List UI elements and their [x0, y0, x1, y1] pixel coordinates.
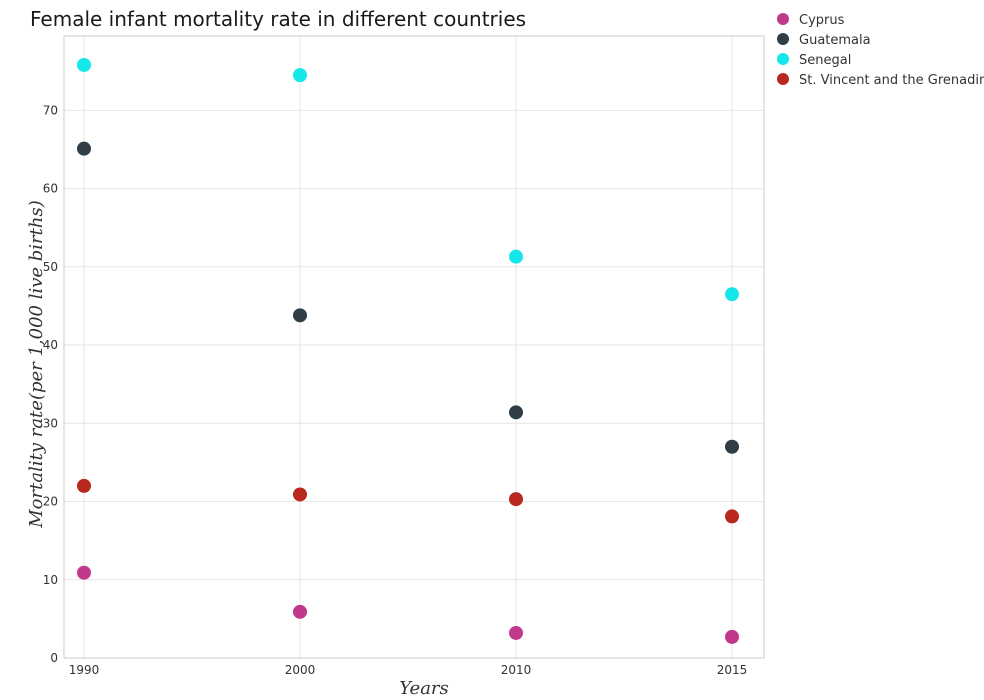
x-axis-title: Years: [399, 678, 449, 699]
y-tick-label: 70: [43, 103, 58, 117]
legend: Cyprus Guatemala Senegal St. Vincent and th…: [777, 13, 984, 88]
x-tick-label: 1990: [69, 663, 100, 677]
data-point-cyprus: [293, 604, 307, 619]
legend-label: Cyprus: [799, 13, 845, 28]
data-point-guatemala: [509, 405, 523, 420]
y-tick-labels: 0 10 20 30 40 50 60 70: [43, 103, 58, 665]
y-tick-label: 10: [43, 573, 58, 587]
chart-title: Female infant mortality rate in differen…: [30, 7, 526, 31]
y-tick-label: 30: [43, 416, 58, 430]
data-point-st-vincent-and-the-grenadines: [509, 492, 523, 507]
data-point-guatemala: [77, 141, 91, 156]
data-points: [77, 57, 739, 644]
data-point-st-vincent-and-the-grenadines: [77, 478, 91, 493]
data-point-senegal: [77, 57, 91, 72]
y-tick-label: 60: [43, 182, 58, 196]
data-point-guatemala: [293, 308, 307, 323]
x-tick-labels: 1990 2000 2010 2015: [69, 663, 748, 677]
x-tick-label: 2000: [285, 663, 316, 677]
y-tick-label: 40: [43, 338, 58, 352]
legend-marker: [777, 33, 789, 45]
data-point-senegal: [509, 249, 523, 264]
x-tick-label: 2010: [501, 663, 532, 677]
data-point-senegal: [293, 68, 307, 83]
plot-frame: [63, 35, 765, 659]
data-point-st-vincent-and-the-grenadines: [293, 487, 307, 502]
legend-label: Senegal: [799, 53, 851, 68]
data-point-cyprus: [509, 625, 523, 640]
legend-marker: [777, 13, 789, 25]
legend-label: St. Vincent and the Grenadines: [799, 73, 984, 88]
y-tick-label: 0: [50, 651, 58, 665]
y-tick-label: 20: [43, 495, 58, 509]
grid: [64, 36, 764, 659]
data-point-guatemala: [725, 439, 739, 454]
data-point-senegal: [725, 287, 739, 302]
legend-marker: [777, 53, 789, 65]
y-axis-title: Mortality rate(per 1,000 live births): [26, 200, 47, 529]
data-point-cyprus: [725, 629, 739, 644]
legend-label: Guatemala: [799, 33, 871, 48]
legend-marker: [777, 73, 789, 85]
data-point-cyprus: [77, 565, 91, 580]
x-tick-label: 2015: [717, 663, 748, 677]
y-tick-label: 50: [43, 260, 58, 274]
data-point-st-vincent-and-the-grenadines: [725, 509, 739, 524]
